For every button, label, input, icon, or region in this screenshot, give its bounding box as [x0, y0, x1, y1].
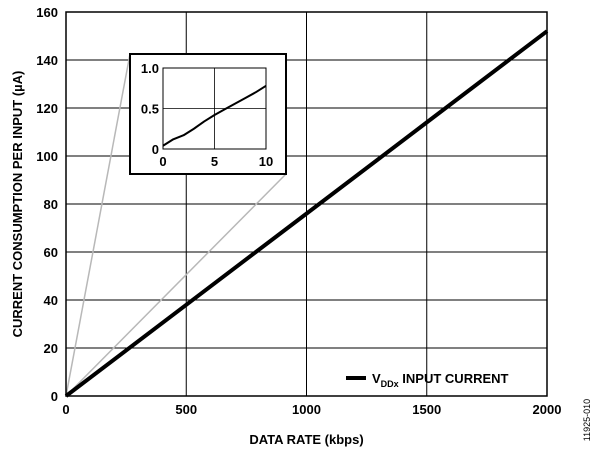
y-tick-label: 160	[36, 5, 58, 20]
y-tick-label: 80	[44, 197, 58, 212]
inset-plot-frame	[162, 67, 267, 150]
inset-box	[129, 53, 287, 175]
plot-frame	[65, 11, 548, 397]
inset-zoom-lines	[65, 53, 287, 397]
main-frame	[65, 11, 548, 397]
inset-x-tick-label: 0	[159, 154, 166, 169]
inset-chart: 0 5 10 0 0.5 1.0	[129, 53, 287, 175]
x-tick-label: 1000	[292, 402, 321, 417]
series-line-vddx-input-current	[64, 29, 549, 398]
zoom-line-lower	[65, 173, 287, 397]
x-axis-label: DATA RATE (kbps)	[249, 432, 363, 447]
inset-x-tick-label: 10	[259, 154, 273, 169]
inset-series-line	[162, 84, 267, 147]
legend: VDDx INPUT CURRENT	[346, 371, 509, 389]
inset-x-tick-label: 5	[211, 154, 218, 169]
y-tick-label: 20	[44, 341, 58, 356]
y-axis-label: CURRENT CONSUMPTION PER INPUT (µA)	[10, 71, 25, 338]
x-tick-label: 2000	[533, 402, 562, 417]
inset-y-tick-label: 0	[152, 142, 159, 157]
y-tick-label: 40	[44, 293, 58, 308]
y-tick-label: 100	[36, 149, 58, 164]
zoom-line-upper	[65, 53, 131, 397]
legend-label-base: V	[372, 371, 381, 386]
legend-label-sub: DDx	[381, 379, 399, 389]
y-tick-label: 120	[36, 101, 58, 116]
y-tick-label: 140	[36, 53, 58, 68]
x-tick-label: 0	[62, 402, 69, 417]
legend-label: VDDx INPUT CURRENT	[372, 371, 509, 389]
y-tick-label: 60	[44, 245, 58, 260]
y-tick-label: 0	[51, 389, 58, 404]
x-tick-label: 1500	[412, 402, 441, 417]
legend-label-rest: INPUT CURRENT	[399, 371, 509, 386]
x-tick-label: 500	[175, 402, 197, 417]
inset-y-tick-label: 1.0	[141, 61, 159, 76]
figure-id: 11925-010	[582, 399, 592, 441]
inset-y-tick-label: 0.5	[141, 102, 159, 117]
main-series	[64, 29, 549, 398]
